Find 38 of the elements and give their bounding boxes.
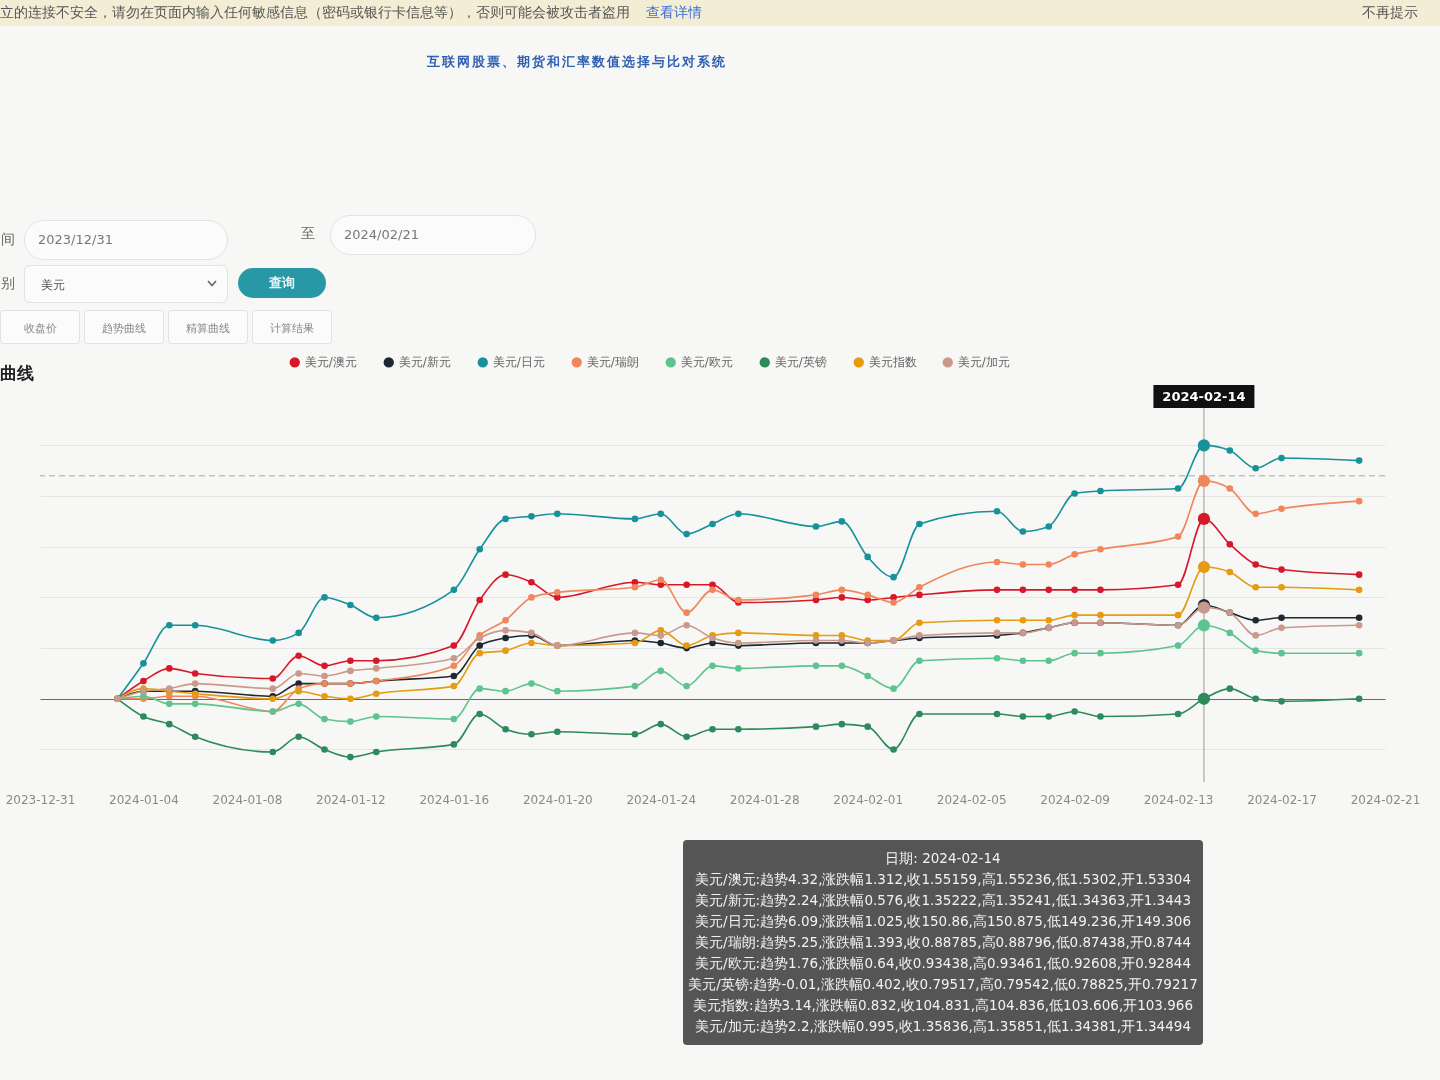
x-tick-label: 2024-02-21: [1350, 792, 1421, 807]
legend-label: 美元指数: [868, 355, 917, 370]
ref-line-label: 2024-02-14: [1153, 385, 1255, 408]
tab: 计算结果: [252, 310, 332, 344]
legend-label: 美元/瑞朗: [586, 355, 639, 370]
legend-label: 美元/欧元: [680, 355, 733, 370]
tab: 精算曲线: [168, 310, 248, 344]
x-tick-label: 2024-02-09: [1040, 792, 1110, 807]
text: 别: [1, 275, 15, 293]
tab: 收盘价: [0, 310, 80, 344]
x-tick-label: 2024-01-28: [729, 792, 800, 807]
x-tick-label: 2024-01-16: [419, 792, 490, 807]
x-tick-label: 2024-02-05: [936, 792, 1007, 807]
tab: 趋势曲线: [84, 310, 164, 344]
x-tick-label: 2024-02-17: [1247, 792, 1317, 807]
input-field: 2023/12/31: [24, 220, 228, 260]
banner: 立的连接不安全，请勿在页面内输入任何敏感信息（密码或银行卡信息等），否则可能会被攻击者盗用 查看详情 不再提示: [0, 0, 1440, 26]
x-tick-label: 2024-01-08: [212, 792, 283, 807]
legend-label: 美元/澳元: [304, 355, 357, 370]
legend-label: 美元/英镑: [774, 355, 827, 370]
legend-label: 美元/加元: [957, 355, 1010, 370]
input-field: 2024/02/21: [330, 215, 536, 255]
x-tick-label: 2024-02-01: [833, 792, 904, 807]
chart-title: 互联网股票、期货和汇率数值选择与比对系统: [426, 53, 728, 71]
x-tick-label: 2024-01-12: [316, 792, 386, 807]
legend-label: 美元/日元: [492, 355, 545, 370]
text: 至: [301, 225, 315, 243]
x-tick-label: 2024-02-13: [1143, 792, 1214, 807]
text: 间: [1, 231, 15, 249]
x-tick-label: 2024-01-04: [109, 792, 179, 807]
x-tick-label: 2024-01-20: [522, 792, 593, 807]
dropdown-field: 美元: [24, 265, 228, 303]
x-tick-label: 2023-12-31: [5, 792, 76, 807]
chart-subtitle: 曲线: [0, 362, 34, 385]
x-tick-label: 2024-01-24: [626, 792, 697, 807]
button: 查询: [238, 268, 326, 298]
legend-label: 美元/新元: [398, 355, 451, 370]
tooltip-box: 日期: 2024-02-14 美元/澳元:趋势4.32,涨跌幅1.312,收1.55159,高1.55236,低1.5302,开1.53304 美元/新元:趋势2.24,涨跌幅0.576,收1.35222,高1.35241,低1.34363,开1.3443 美元/日元:趋势6.09,涨跌幅1.025,收150.86,高150.875,低149.236,开149.306 美元/瑞朗:趋势5.25,涨跌幅1.393,收0.88785,高0.88796,低0.87438,开0.8744 美元/欧元:趋势1.76,涨跌幅0.64,收0.93438,高0.93461,低0.92608,开0.92844 美元/英镑:趋势-0.01,涨跌幅0.402,收0.79517,高0.79542,低0.78825,开0.79217 美元指数:趋势3.14,涨跌幅0.832,收104.831,高104.836,低103.606,开103.966 美元/加元:趋势2.2,涨跌幅0.995,收1.35836,高1.35851,低1.34381,开1.34494: [683, 840, 1203, 1045]
